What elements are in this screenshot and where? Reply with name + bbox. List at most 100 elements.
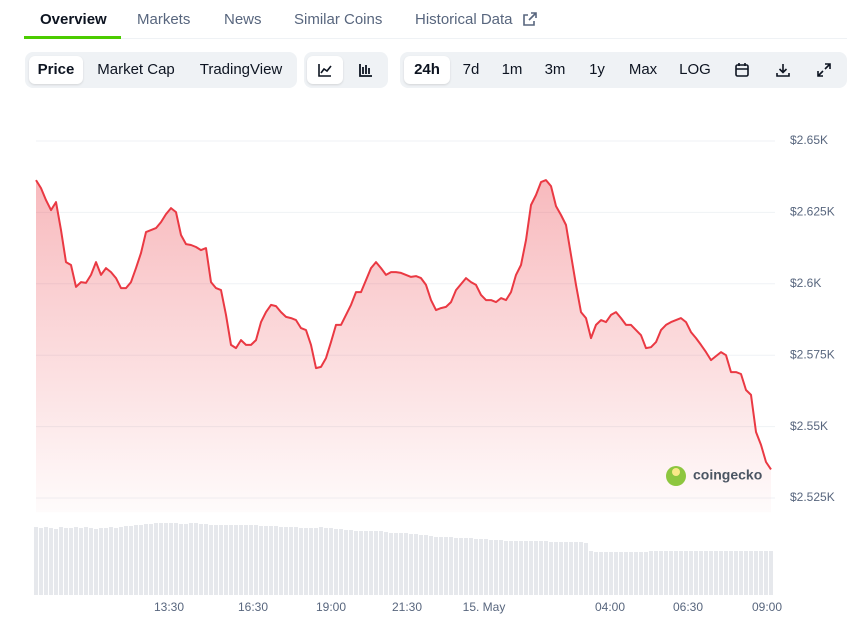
volume-bar [649, 551, 653, 595]
volume-bar [659, 551, 663, 595]
volume-bar [369, 531, 373, 595]
volume-bar [219, 525, 223, 595]
range-group [400, 52, 847, 88]
volume-bar [674, 551, 678, 595]
volume-bar [159, 523, 163, 595]
volume-bar [289, 527, 293, 595]
volume-bar [764, 551, 768, 595]
x-tick-label: 09:00 [752, 600, 782, 614]
volume-bar [524, 541, 528, 595]
volume-bar [454, 538, 458, 595]
volume-bar [434, 537, 438, 595]
volume-bar [299, 528, 303, 595]
volume-bar [584, 543, 588, 595]
download-button[interactable] [767, 56, 799, 84]
volume-bar [604, 552, 608, 595]
volume-bar [269, 526, 273, 595]
view-button[interactable]: TradingView [199, 61, 283, 78]
x-tick-label: 19:00 [316, 600, 346, 614]
volume-bar [134, 525, 138, 595]
volume-bar [734, 551, 738, 595]
volume-bar [374, 531, 378, 595]
range-button[interactable]: LOG [679, 61, 711, 78]
volume-bar [624, 552, 628, 595]
volume-bar [154, 523, 158, 595]
volume-bar [389, 533, 393, 595]
volume-bar [519, 541, 523, 595]
x-tick-label: 21:30 [392, 600, 422, 614]
volume-bar [669, 551, 673, 595]
volume-bar [294, 527, 298, 595]
volume-bar [224, 525, 228, 595]
volume-bar [699, 551, 703, 595]
volume-bar [539, 541, 543, 595]
volume-bar [214, 525, 218, 595]
range-button[interactable]: 1y [589, 61, 605, 78]
view-button[interactable]: Market Cap [97, 61, 175, 78]
tab[interactable]: Historical Data [415, 11, 513, 28]
volume-bar [394, 533, 398, 595]
tab[interactable]: Similar Coins [294, 11, 383, 28]
line-chart-button[interactable] [307, 56, 343, 84]
volume-bar [409, 534, 413, 595]
volume-bar [694, 551, 698, 595]
volume-bar [314, 528, 318, 595]
range-button[interactable]: 24h [404, 56, 450, 84]
watermark-text: coingecko [693, 467, 762, 483]
range-button[interactable]: 7d [462, 61, 480, 78]
volume-bar [464, 538, 468, 595]
volume-bar [99, 528, 103, 595]
volume-bar [479, 539, 483, 595]
volume-bar [124, 526, 128, 595]
volume-bar [714, 551, 718, 595]
volume-bar [449, 537, 453, 595]
volume-bar [59, 527, 63, 595]
volume-bar [364, 531, 368, 595]
range-button[interactable]: Max [628, 61, 658, 78]
volume-bar [104, 528, 108, 595]
range-button[interactable]: 1m [501, 61, 523, 78]
tab[interactable]: News [224, 11, 262, 28]
volume-bar [459, 538, 463, 595]
volume-bar [89, 528, 93, 595]
volume-bar [599, 552, 603, 595]
volume-bar [494, 540, 498, 595]
volume-bar [74, 527, 78, 595]
volume-bar [749, 551, 753, 595]
x-tick-label: 13:30 [154, 600, 184, 614]
volume-bar [329, 528, 333, 595]
calendar-button[interactable] [726, 56, 758, 84]
tab[interactable]: Overview [40, 11, 107, 28]
volume-bar [534, 541, 538, 595]
fullscreen-button[interactable] [808, 56, 840, 84]
volume-bar [194, 523, 198, 595]
volume-bar [544, 541, 548, 595]
volume-bar [119, 527, 123, 595]
volume-bar [404, 533, 408, 595]
volume-bar [614, 552, 618, 595]
volume-bar [109, 527, 113, 595]
range-button[interactable]: 3m [544, 61, 566, 78]
volume-bar [249, 525, 253, 595]
volume-bar [174, 523, 178, 595]
view-button[interactable]: Price [29, 56, 83, 84]
volume-bar [384, 532, 388, 595]
tab-divider [24, 38, 847, 39]
volume-bar [429, 536, 433, 595]
volume-bar [549, 542, 553, 595]
gecko-eye [672, 468, 680, 476]
volume-bar [569, 542, 573, 595]
volume-bar [244, 525, 248, 595]
volume-bar [379, 531, 383, 595]
candle-chart-button[interactable] [348, 56, 384, 84]
volume-bar [184, 524, 188, 595]
volume-bar [259, 526, 263, 595]
volume-bar [49, 528, 53, 595]
tab[interactable]: Markets [137, 11, 191, 28]
x-tick-label: 15. May [463, 600, 506, 614]
volume-bar [344, 530, 348, 595]
volume-bar [489, 540, 493, 595]
volume-bar [724, 551, 728, 595]
volume-bar [349, 530, 353, 595]
x-tick-label: 04:00 [595, 600, 625, 614]
